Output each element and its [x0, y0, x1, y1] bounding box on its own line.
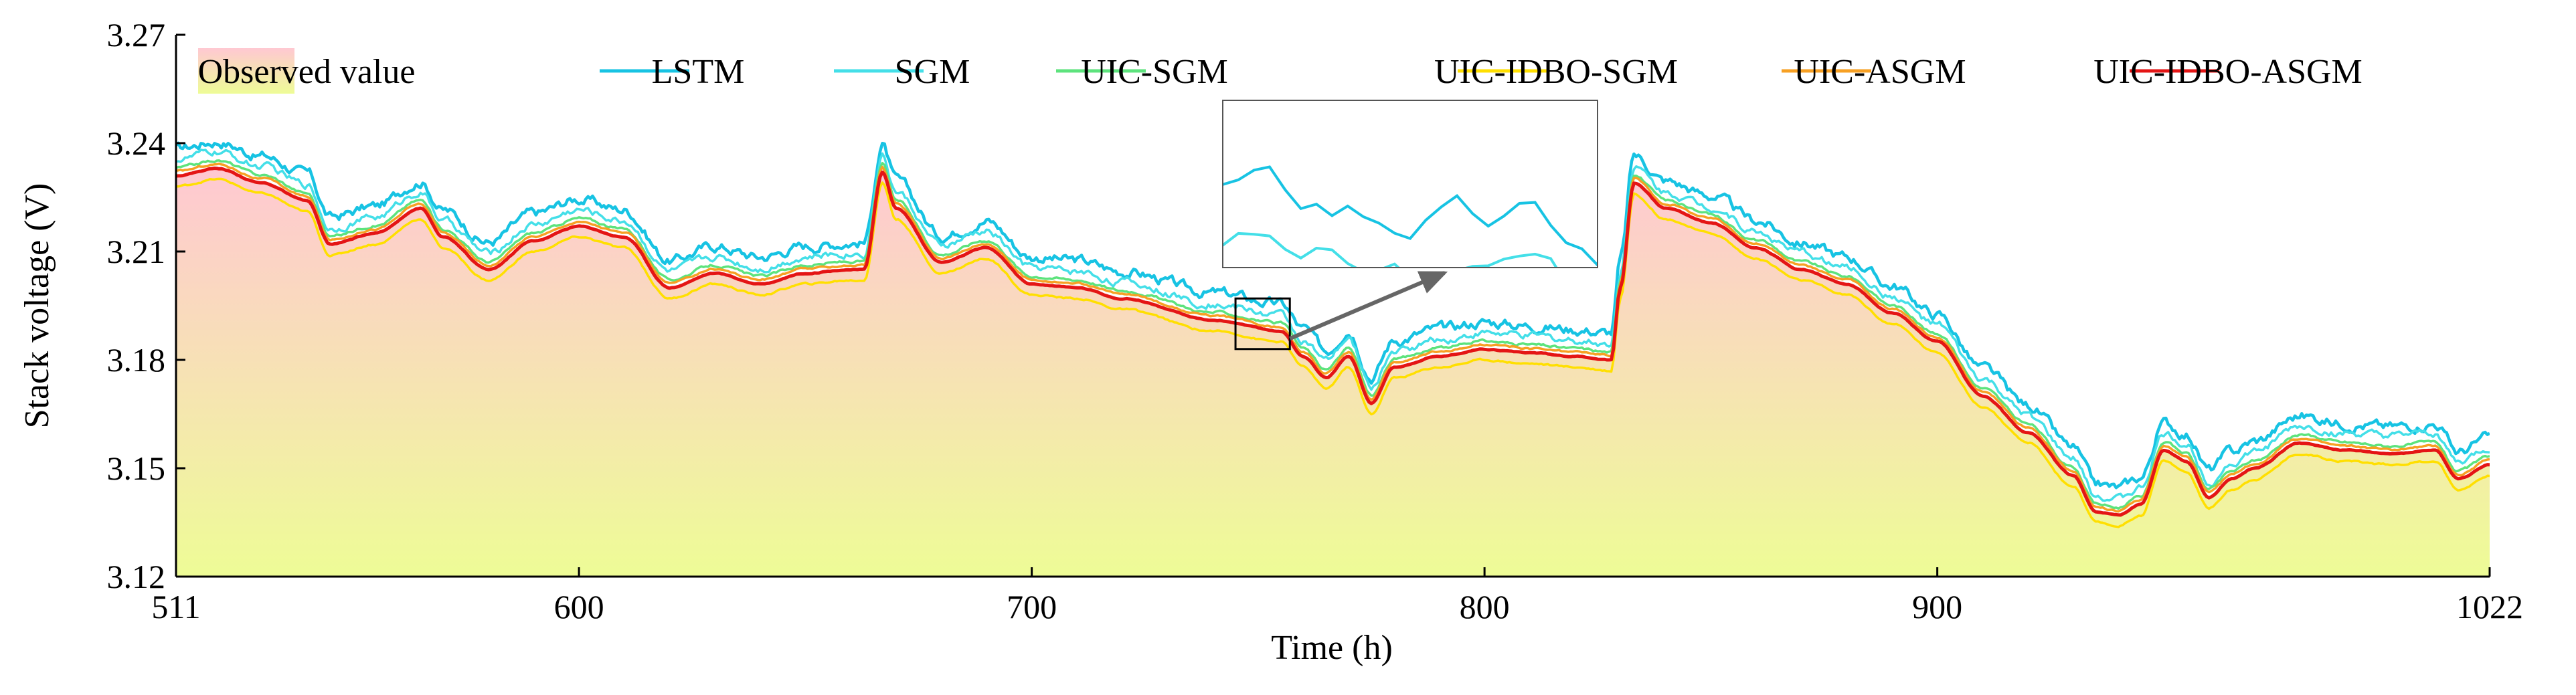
- legend-item: SGM: [834, 53, 970, 91]
- inset-frame: [1222, 100, 1598, 268]
- legend-item: UIC-IDBO-SGM: [1434, 53, 1678, 91]
- series-line-sgm: [176, 148, 2490, 502]
- x-axis-title: Time (h): [1271, 629, 1393, 667]
- x-tick-label: 1022: [2456, 588, 2523, 625]
- legend-label: LSTM: [652, 53, 745, 91]
- y-axis-title: Stack voltage (V): [18, 183, 56, 429]
- inset-line-sgm: [1223, 231, 1558, 268]
- legend-label: UIC-IDBO-SGM: [1434, 53, 1678, 91]
- legend-label: Observed value: [198, 53, 416, 91]
- axes: 3.12 3.15 3.18 3.21 3.24 3.27 511 600 700 800 900 1…: [107, 16, 2524, 625]
- legend-item: UIC-ASGM: [1782, 53, 1966, 91]
- x-tick-label: 800: [1460, 588, 1510, 625]
- plot-clip-group: [176, 141, 2490, 577]
- y-tick-label: 3.15: [107, 450, 166, 487]
- x-tick-label: 511: [151, 588, 200, 625]
- observed-value-area: [176, 168, 2490, 577]
- plot-area: [176, 141, 2490, 577]
- legend-swatch-area: [198, 48, 294, 94]
- legend-label: SGM: [895, 53, 970, 91]
- legend-item: UIC-SGM: [1056, 53, 1228, 91]
- legend: Observed value LSTM SGM UIC-SGM UIC-IDBO-SGM…: [198, 48, 2363, 94]
- y-tick-label: 3.12: [107, 558, 166, 595]
- zoom-arrow: [1289, 271, 1448, 340]
- inset-line-lstm: [1223, 165, 1598, 267]
- series-line-uic-idbo-sgm: [176, 177, 2490, 528]
- inset-clip-group: [1223, 165, 1598, 268]
- y-tick-label: 3.21: [107, 233, 166, 270]
- series-line-lstm: [176, 141, 2490, 490]
- x-tick-label: 700: [1007, 588, 1057, 625]
- legend-label: UIC-SGM: [1081, 53, 1228, 91]
- y-tick-label: 3.24: [107, 124, 166, 162]
- legend-item: LSTM: [600, 53, 744, 91]
- x-tick-label: 600: [554, 588, 604, 625]
- y-tick-label: 3.18: [107, 341, 166, 379]
- legend-item: Observed value: [198, 48, 416, 94]
- legend-label: UIC-ASGM: [1794, 53, 1966, 91]
- y-tick-label: 3.27: [107, 16, 166, 54]
- legend-label: UIC-IDBO-ASGM: [2093, 53, 2363, 91]
- zoom-inset: [1222, 100, 1598, 351]
- series-line-uic-sgm: [176, 159, 2490, 510]
- x-tick-label: 900: [1912, 588, 1962, 625]
- legend-item: UIC-IDBO-ASGM: [2093, 53, 2363, 91]
- series-line-uic-asgm: [176, 163, 2490, 513]
- series-line-uic-idbo-asgm: [176, 167, 2490, 517]
- zoom-region-box: [1234, 297, 1291, 351]
